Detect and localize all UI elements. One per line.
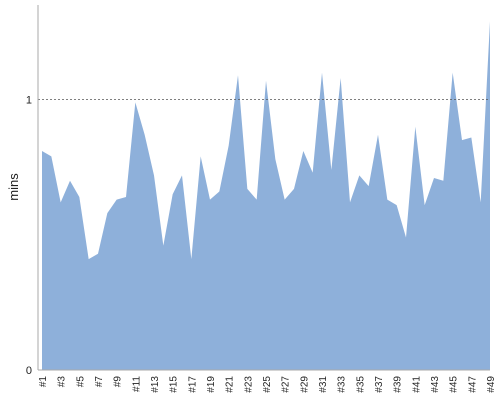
- x-tick-label: #15: [169, 376, 180, 393]
- x-tick-label: #21: [225, 376, 236, 393]
- x-tick-label: #23: [243, 376, 254, 393]
- x-tick-label: #35: [355, 376, 366, 393]
- x-tick-label: #29: [299, 376, 310, 393]
- x-tick-label: #19: [206, 376, 217, 393]
- x-tick-label: #13: [150, 376, 161, 393]
- x-tick-label: #1: [38, 376, 49, 388]
- area: [42, 21, 490, 370]
- x-tick-label: #41: [411, 376, 422, 393]
- x-tick-label: #7: [94, 376, 105, 388]
- x-tick-label: #43: [430, 376, 441, 393]
- y-tick-label: 1: [26, 95, 32, 107]
- x-tick-label: #45: [449, 376, 460, 393]
- x-tick-label: #5: [75, 376, 86, 388]
- x-tick-label: #17: [187, 376, 198, 393]
- y-axis-label: mins: [6, 173, 21, 201]
- y-tick-label: 0: [26, 365, 32, 377]
- x-tick-label: #49: [486, 376, 497, 393]
- x-tick-label: #37: [374, 376, 385, 393]
- x-tick-label: #27: [281, 376, 292, 393]
- x-tick-label: #31: [318, 376, 329, 393]
- x-tick-label: #39: [393, 376, 404, 393]
- x-tick-label: #3: [57, 376, 68, 388]
- x-tick-label: #33: [337, 376, 348, 393]
- x-tick-label: #47: [467, 376, 478, 393]
- x-tick-label: #25: [262, 376, 273, 393]
- x-tick-label: #9: [113, 376, 124, 388]
- x-tick-label: #11: [131, 376, 142, 392]
